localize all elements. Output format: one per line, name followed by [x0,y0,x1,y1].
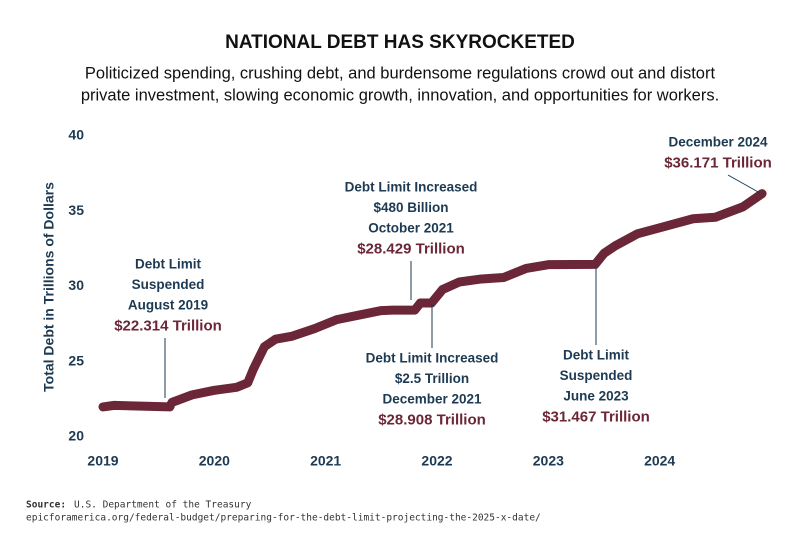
subtitle: private investment, slowing economic gro… [81,86,719,104]
annotation-value: $22.314 Trillion [114,317,222,334]
y-axis-label: Total Debt in Trillions of Dollars [41,182,57,392]
x-tick-label: 2021 [310,453,341,469]
subtitle: Politicized spending, crushing debt, and… [85,64,716,82]
annotation-text: Debt Limit Increased [366,351,499,366]
source-url: epicforamerica.org/federal-budget/prepar… [26,513,541,524]
chart-title: NATIONAL DEBT HAS SKYROCKETED [225,32,575,53]
y-tick-label: 40 [68,127,84,143]
annotation-value: $31.467 Trillion [542,408,650,425]
annotation-text: December 2021 [382,392,482,407]
annotation-text: Debt Limit [563,348,630,363]
annotation-value: $28.908 Trillion [378,411,486,428]
debt-line [98,189,767,412]
annotation-text: Suspended [132,277,205,292]
source: U.S. Department of the Treasury [74,500,252,511]
y-tick-label: 35 [68,202,84,218]
x-tick-label: 2019 [87,453,118,469]
y-tick-label: 20 [68,428,84,444]
annotation-text: Debt Limit Increased [345,180,478,195]
annotation-text: Debt Limit [135,257,202,272]
x-tick-label: 2020 [199,453,230,469]
x-tick-label: 2024 [644,453,675,469]
annotation-text: June 2023 [563,389,629,404]
x-tick-label: 2022 [421,453,452,469]
annotation-pointer [727,174,761,194]
source-label: Source: [26,500,66,511]
annotation-text: August 2019 [128,298,208,313]
annotation-value: $28.429 Trillion [357,240,465,257]
y-tick-label: 30 [68,277,84,293]
annotation-text: October 2021 [368,221,454,236]
x-tick-label: 2023 [533,453,564,469]
annotation-value: $36.171 Trillion [664,154,772,171]
annotation-text: $480 Billion [373,200,448,215]
annotation-text: December 2024 [668,135,768,150]
annotation-text: Suspended [560,368,633,383]
annotation-text: $2.5 Trillion [395,371,469,386]
y-tick-label: 25 [68,352,84,368]
